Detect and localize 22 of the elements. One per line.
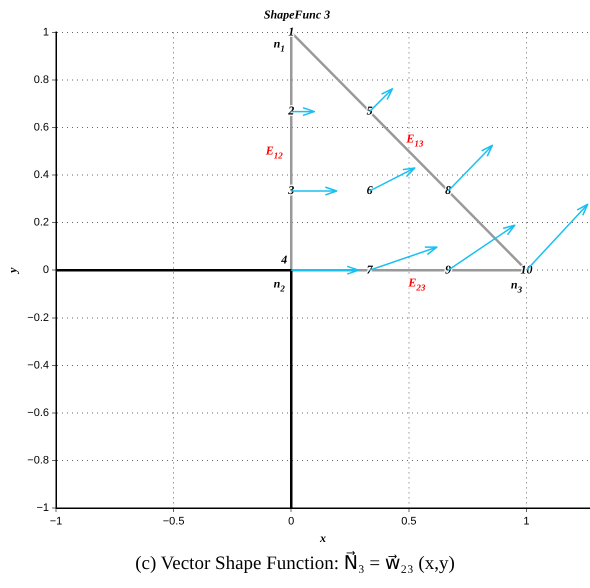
x-tick-label: 1	[523, 516, 530, 528]
y-tick-label: −0.8	[27, 454, 49, 466]
y-tick-label: 0.2	[34, 216, 49, 229]
y-tick-label: 0.8	[34, 74, 49, 86]
y-tick-label: −0.6	[27, 406, 49, 419]
y-tick-label: −1	[36, 502, 49, 514]
x-tick-label: 0	[288, 516, 294, 528]
y-tick-label: −0.4	[27, 359, 49, 372]
y-tick-label: 0	[42, 264, 49, 276]
annotation: 1	[288, 24, 294, 38]
chart-title: ShapeFunc 3	[264, 7, 330, 22]
y-tick-label: −0.2	[27, 312, 49, 324]
annotation: 4	[280, 252, 288, 266]
y-tick-label: 1	[42, 26, 49, 38]
y-axis-title: y	[5, 266, 20, 275]
annotation: 2	[287, 104, 294, 118]
text: (c) Vector Shape Function: N⃗₃ = w⃗₂₃ (x,y)	[134, 552, 456, 575]
x-axis-title: x	[319, 530, 326, 545]
y-tick-label: 0.6	[34, 122, 49, 134]
x-tick-label: 0.5	[401, 516, 417, 528]
x-tick-label: −0.5	[162, 516, 184, 528]
y-tick-label: 0.4	[34, 169, 49, 182]
